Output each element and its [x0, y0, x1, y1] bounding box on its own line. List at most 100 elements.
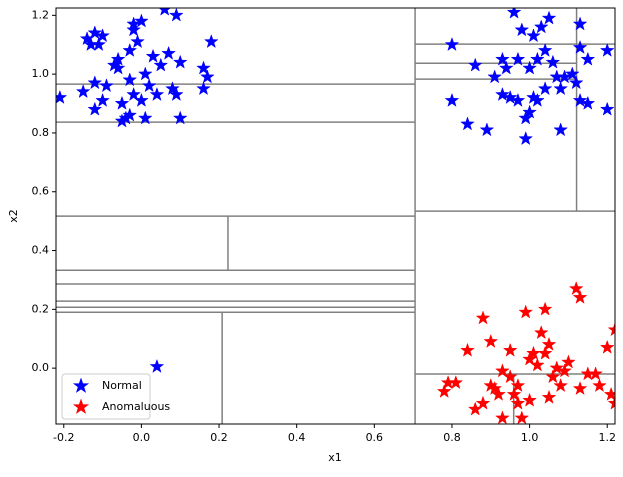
point — [137, 110, 153, 125]
point — [599, 101, 615, 116]
point — [134, 13, 149, 28]
point — [444, 92, 460, 107]
point — [537, 345, 553, 360]
point — [448, 375, 464, 390]
point — [541, 389, 557, 404]
point — [522, 60, 537, 75]
point — [75, 84, 91, 99]
point — [99, 78, 114, 93]
point — [495, 51, 510, 66]
point — [134, 92, 149, 107]
point — [572, 16, 588, 31]
point — [168, 86, 184, 102]
x-tick-label: 0.4 — [288, 431, 306, 444]
point — [580, 95, 596, 110]
point — [487, 69, 503, 84]
point — [529, 357, 545, 372]
point — [475, 310, 491, 325]
point — [203, 34, 219, 49]
point — [549, 360, 565, 375]
point — [165, 81, 180, 96]
point — [533, 325, 549, 340]
legend-marker — [72, 377, 90, 393]
point — [122, 42, 138, 57]
point — [87, 75, 103, 90]
point — [541, 10, 557, 25]
point — [561, 354, 576, 369]
point — [196, 81, 211, 96]
point — [145, 48, 161, 63]
point — [130, 34, 145, 49]
point — [553, 378, 569, 393]
x-tick-label: 1.0 — [521, 431, 539, 444]
point — [467, 57, 483, 72]
point — [200, 69, 215, 84]
point — [126, 22, 142, 37]
point — [95, 28, 110, 43]
point — [553, 81, 569, 96]
point — [510, 395, 526, 410]
point — [436, 383, 452, 398]
point — [87, 101, 103, 116]
point — [541, 336, 557, 351]
point — [568, 280, 584, 296]
point — [607, 322, 615, 337]
point — [122, 107, 138, 122]
point — [158, 8, 171, 16]
point — [510, 92, 526, 107]
point — [137, 66, 153, 81]
point — [572, 92, 588, 107]
y-tick-label: 0.2 — [32, 302, 50, 315]
plot-frame — [55, 7, 616, 425]
point — [475, 395, 491, 410]
point — [533, 19, 549, 34]
point — [487, 380, 503, 395]
y-axis-label: x2 — [7, 209, 20, 223]
point — [510, 51, 526, 66]
y-tick-label: 0.4 — [32, 244, 50, 257]
point — [495, 363, 510, 378]
point — [498, 60, 514, 75]
point — [529, 92, 545, 107]
y-tick-label: 0.8 — [32, 126, 50, 139]
legend-label: Normal — [102, 379, 142, 392]
point — [518, 304, 534, 319]
point — [149, 86, 165, 102]
x-tick-label: 1.2 — [598, 431, 616, 444]
point — [495, 86, 510, 102]
legend-marker — [72, 398, 90, 414]
point — [56, 89, 68, 104]
point — [168, 8, 184, 22]
point — [502, 342, 518, 357]
point — [564, 66, 580, 81]
point — [491, 386, 506, 401]
point — [572, 380, 588, 395]
x-axis-label: x1 — [328, 451, 342, 464]
point — [172, 54, 188, 69]
point — [518, 131, 534, 146]
point — [479, 122, 495, 137]
point — [607, 395, 615, 410]
point — [114, 95, 130, 110]
point — [568, 75, 584, 90]
point — [537, 301, 553, 316]
point — [522, 104, 537, 119]
x-tick-label: -0.2 — [53, 431, 74, 444]
point — [537, 42, 553, 57]
point — [110, 60, 126, 75]
partitions — [56, 8, 615, 424]
point — [557, 363, 572, 378]
point — [506, 8, 522, 19]
point — [141, 78, 157, 93]
point — [580, 51, 596, 66]
point — [599, 339, 615, 354]
point — [95, 92, 110, 107]
point — [514, 410, 530, 424]
x-tick-label: 0.2 — [210, 431, 228, 444]
point — [592, 378, 607, 393]
point — [545, 369, 561, 384]
y-tick-label: 1.2 — [32, 8, 50, 21]
point — [126, 86, 142, 102]
point — [502, 369, 518, 384]
